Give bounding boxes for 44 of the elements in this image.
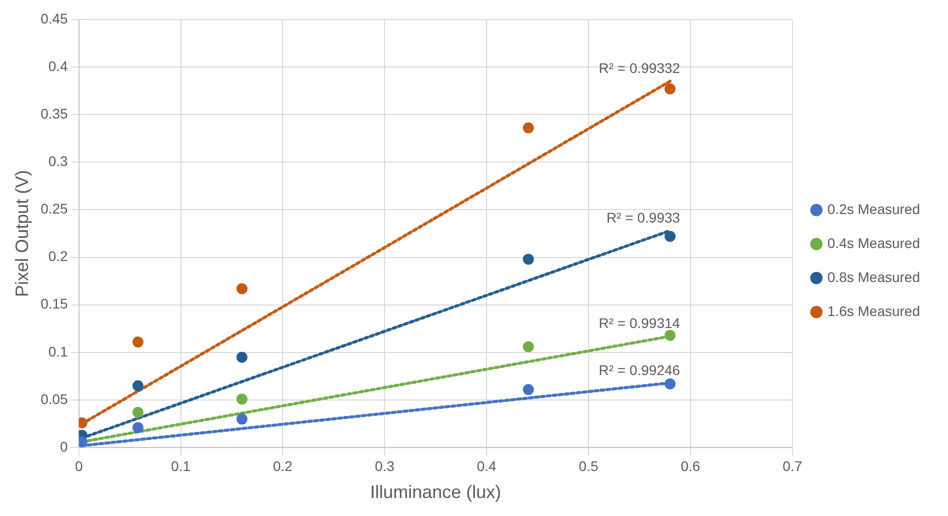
point	[132, 380, 144, 392]
y-tick-label: 0.4	[48, 58, 68, 74]
point	[522, 384, 534, 396]
y-tick-label: 0	[60, 438, 68, 454]
legend-label: 0.4s Measured	[827, 234, 920, 251]
legend-label: 0.8s Measured	[827, 268, 920, 285]
point	[664, 378, 676, 390]
x-tick-label: 0.4	[476, 458, 497, 474]
legend-label: 1.6s Measured	[827, 302, 920, 319]
annotation: R² = 0.99246	[598, 362, 680, 378]
point	[664, 230, 676, 242]
y-tick-label: 0.1	[48, 343, 68, 360]
y-tick-label: 0.05	[40, 390, 68, 407]
point	[522, 122, 534, 134]
x-tick-label: 0.7	[782, 458, 802, 474]
point	[664, 83, 676, 94]
x-tick-label: 0.6	[680, 458, 700, 474]
x-tick-label: 0.1	[171, 458, 191, 474]
y-axis-title: Pixel Output (V)	[12, 170, 32, 298]
annotation: R² = 0.99314	[598, 315, 680, 332]
x-tick-label: 0.3	[374, 458, 395, 474]
y-tick-label: 0.15	[40, 296, 68, 312]
point	[236, 414, 248, 425]
point	[236, 352, 248, 363]
x-tick-label: 0	[74, 458, 83, 474]
y-tick-label: 0.45	[40, 10, 68, 26]
point	[664, 330, 676, 341]
x-axis-title: Illuminance (lux)	[370, 482, 502, 502]
x-tick-label: 0.5	[578, 458, 598, 474]
point	[236, 283, 248, 294]
point	[132, 422, 144, 434]
x-tick-label: 0.2	[272, 458, 293, 474]
point	[522, 341, 534, 352]
y-tick-label: 0.35	[40, 105, 68, 122]
annotation: R² = 0.9933	[606, 210, 680, 226]
legend-label: 0.2s Measured	[827, 200, 920, 217]
point	[132, 406, 144, 418]
annotation: R² = 0.99332	[598, 60, 680, 76]
y-tick-label: 0.3	[48, 152, 68, 169]
point	[522, 254, 534, 265]
point	[236, 394, 248, 405]
y-tick-label: 0.25	[40, 200, 68, 217]
y-tick-label: 0.2	[48, 248, 68, 264]
point	[132, 336, 144, 348]
